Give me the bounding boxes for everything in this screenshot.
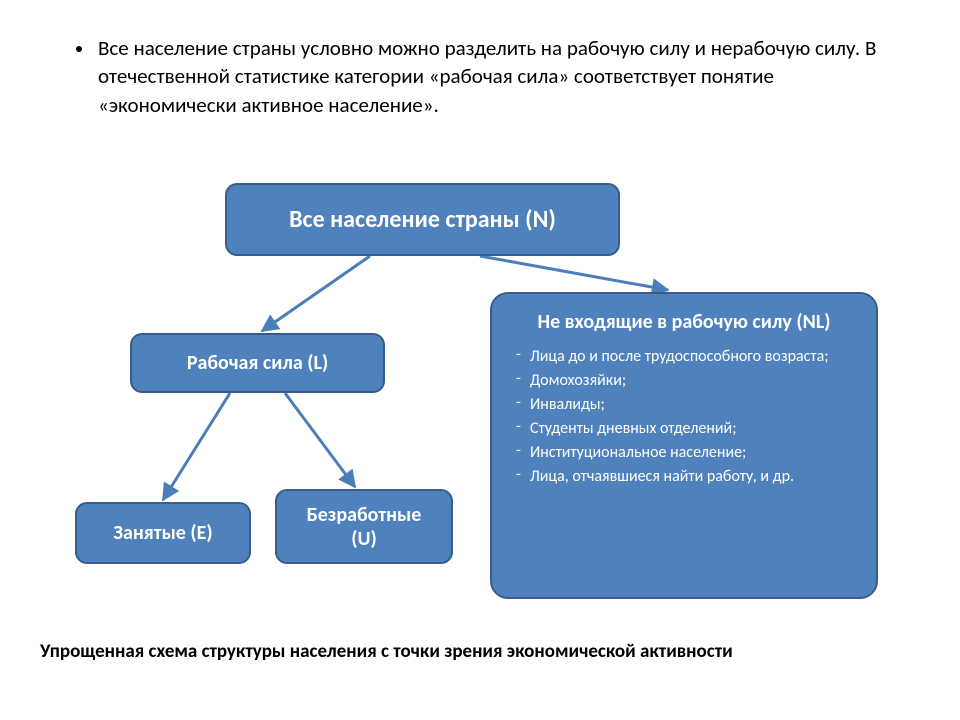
- nl-item: Лица до и после трудоспособного возраста…: [506, 347, 862, 367]
- connector-root-labor: [262, 256, 370, 331]
- node-unemployed-label-line1: Безработные: [307, 503, 422, 527]
- connector-root-nl: [480, 256, 668, 290]
- bullet-dot-icon: [76, 46, 82, 52]
- node-unemployed: Безработные (U): [275, 489, 453, 564]
- nl-item: Институциональное население;: [506, 443, 862, 463]
- intro-paragraph: Все население страны условно можно разде…: [98, 34, 878, 119]
- nl-item: Лица, отчаявшиеся найти работу, и др.: [506, 467, 862, 487]
- node-labor-force-label: Рабочая сила (L): [187, 351, 328, 375]
- node-population: Все население страны (N): [225, 183, 620, 256]
- nl-items-list: Лица до и после трудоспособного возраста…: [506, 347, 862, 491]
- connector-labor-emp: [163, 393, 230, 500]
- nl-item: Студенты дневных отделений;: [506, 419, 862, 439]
- node-not-labor-force: Не входящие в рабочую силу (NL) Лица до …: [490, 292, 878, 599]
- node-population-label: Все население страны (N): [289, 205, 556, 234]
- nl-item: Инвалиды;: [506, 395, 862, 415]
- nl-item: Домохозяйки;: [506, 371, 862, 391]
- connector-labor-unemp: [285, 393, 355, 487]
- node-employed: Занятые (E): [75, 502, 251, 564]
- node-unemployed-label-line2: (U): [351, 527, 377, 551]
- node-employed-label: Занятые (E): [113, 521, 212, 545]
- node-not-labor-force-title: Не входящие в рабочую силу (NL): [537, 310, 830, 335]
- node-labor-force: Рабочая сила (L): [130, 333, 385, 393]
- slide: Все население страны условно можно разде…: [0, 0, 960, 720]
- diagram-caption: Упрощенная схема структуры населения с т…: [40, 640, 920, 663]
